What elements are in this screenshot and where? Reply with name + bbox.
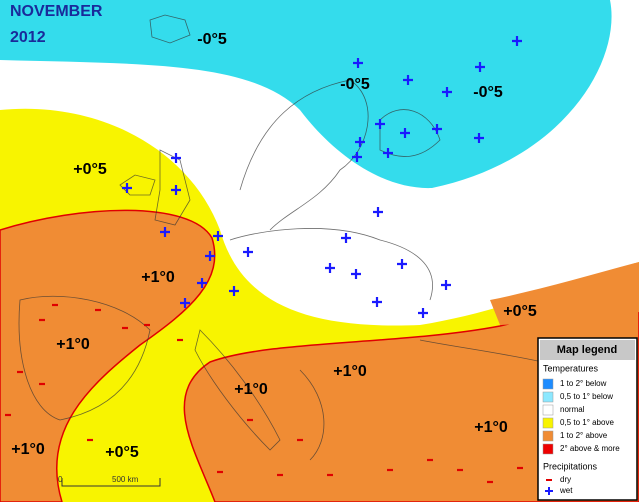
legend-item: 0,5 to 1° above [560,418,614,427]
wet-marker [229,286,239,296]
scale-line [61,478,161,487]
zone-label: +1°0 [11,441,45,458]
wet-marker [355,137,365,147]
wet-marker [403,75,413,85]
zone-label: +1°0 [333,363,367,380]
wet-marker [475,62,485,72]
zone-label: +1°0 [234,381,268,398]
wet-marker [373,207,383,217]
wet-marker [512,36,522,46]
wet-marker [171,185,181,195]
scale-start: 0 [58,475,63,484]
legend-heading: Precipitations [543,461,598,471]
legend-header [540,340,635,360]
legend-swatch [542,391,554,403]
zone-label: +0°5 [73,161,107,178]
wet-marker [441,280,451,290]
wet-marker [122,183,132,193]
wet-marker [243,247,253,257]
wet-marker [341,233,351,243]
wet-marker [375,119,385,129]
legend-swatch [542,430,554,442]
wet-marker [160,227,170,237]
zone-label: +1°0 [56,336,90,353]
legend: Map legend Temperatures 1 to 2° below 0,5… [537,337,638,501]
zone-cool [0,0,612,189]
zone-label: +0°5 [503,303,537,320]
wet-marker [397,259,407,269]
zone-label: -0°5 [197,31,227,48]
wet-marker [180,298,190,308]
legend-swatch [542,404,554,416]
wet-marker [400,128,410,138]
wet-marker [351,269,361,279]
legend-item: 0,5 to 1° below [560,392,613,401]
title-year: 2012 [10,29,46,46]
zone-warm [490,262,639,325]
legend-title: Map legend [557,344,618,356]
legend-item: normal [560,405,585,414]
zone-label: -0°5 [473,84,503,101]
legend-box [537,337,638,501]
legend-item: 1 to 2° above [560,431,608,440]
wet-marker [442,87,452,97]
wet-marker [418,308,428,318]
legend-item: 2° above & more [560,444,620,453]
legend-swatch [542,417,554,429]
wet-marker [171,153,181,163]
wet-marker [353,58,363,68]
scale-end: 500 km [112,475,139,484]
zone-label: -0°5 [340,76,370,93]
legend-swatch [542,378,554,390]
zone-label: +1°0 [474,419,508,436]
legend-item: dry [560,475,571,484]
markers [5,36,523,484]
legend-symbol [545,487,553,495]
zone-label: +0°5 [105,444,139,461]
zone-labels: -0°5 -0°5 -0°5 +0°5 +0°5 +0°5 +1°0 +1°0 +1°0 +1°0… [11,31,537,461]
wet-marker [372,297,382,307]
wet-marker [352,152,362,162]
scale-bar: 0 500 km [58,475,161,487]
wet-marker [474,133,484,143]
wet-marker [383,148,393,158]
wet-marker [432,124,442,134]
legend-item: wet [559,486,573,495]
legend-item: 1 to 2° below [560,379,607,388]
wet-marker [325,263,335,273]
legend-swatch [542,443,554,455]
wet-marker [205,251,215,261]
legend-heading: Temperatures [543,363,599,373]
wet-marker [213,231,223,241]
wet-marker [197,278,207,288]
zone-warm [0,209,216,502]
title-month: NOVEMBER [10,3,103,20]
zone-label: +1°0 [141,269,175,286]
